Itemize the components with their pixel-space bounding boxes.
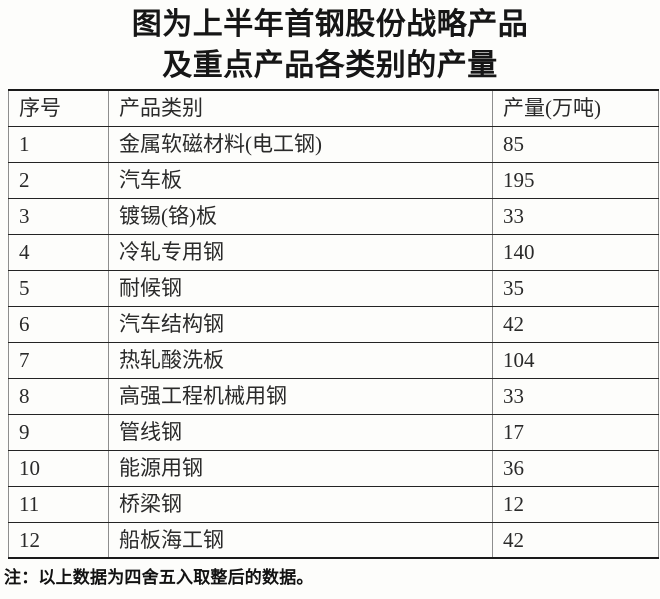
cell-output-value: 17 — [492, 413, 659, 451]
cell-product-name: 冷轧专用钢 — [108, 233, 493, 271]
cell-output-value: 140 — [492, 233, 659, 271]
cell-index: 11 — [8, 485, 109, 523]
cell-output-value: 195 — [492, 161, 659, 199]
cell-index: 8 — [8, 377, 109, 415]
cell-product-name: 桥梁钢 — [108, 485, 493, 523]
cell-index: 6 — [8, 305, 109, 343]
column-header-index: 序号 — [8, 89, 109, 127]
table-row: 1 金属软磁材料(电工钢) 85 — [8, 125, 659, 163]
cell-output-value: 104 — [492, 341, 659, 379]
cell-index: 5 — [8, 269, 109, 307]
cell-index: 9 — [8, 413, 109, 451]
cell-output-value: 42 — [492, 521, 659, 559]
cell-output-value: 33 — [492, 197, 659, 235]
cell-index: 1 — [8, 125, 109, 163]
cell-index: 12 — [8, 521, 109, 559]
table-row: 12 船板海工钢 42 — [8, 521, 659, 559]
cell-product-name: 能源用钢 — [108, 449, 493, 487]
cell-index: 4 — [8, 233, 109, 271]
cell-product-name: 耐候钢 — [108, 269, 493, 307]
table-header: 序号 产品类别 产量(万吨) — [8, 89, 659, 127]
table-row: 5 耐候钢 35 — [8, 269, 659, 307]
table-row: 7 热轧酸洗板 104 — [8, 341, 659, 379]
cell-output-value: 85 — [492, 125, 659, 163]
table-row: 4 冷轧专用钢 140 — [8, 233, 659, 271]
cell-output-value: 36 — [492, 449, 659, 487]
cell-product-name: 金属软磁材料(电工钢) — [108, 125, 493, 163]
table-row: 2 汽车板 195 — [8, 161, 659, 199]
cell-product-name: 管线钢 — [108, 413, 493, 451]
cell-product-name: 镀锡(铬)板 — [108, 197, 493, 235]
table-header-row: 序号 产品类别 产量(万吨) — [8, 89, 659, 127]
cell-product-name: 热轧酸洗板 — [108, 341, 493, 379]
cell-product-name: 汽车板 — [108, 161, 493, 199]
production-table-container: 序号 产品类别 产量(万吨) 1 金属软磁材料(电工钢) 85 2 汽车板 195 3 镀锡(… — [8, 89, 659, 559]
table-footnote: 注：以上数据为四舍五入取整后的数据。 — [4, 568, 314, 588]
cell-output-value: 12 — [492, 485, 659, 523]
table-row: 8 高强工程机械用钢 33 — [8, 377, 659, 415]
title-line-2: 及重点产品各类别的产量 — [162, 48, 498, 83]
table-row: 11 桥梁钢 12 — [8, 485, 659, 523]
cell-index: 7 — [8, 341, 109, 379]
table-row: 6 汽车结构钢 42 — [8, 305, 659, 343]
table-row: 10 能源用钢 36 — [8, 449, 659, 487]
column-header-name: 产品类别 — [108, 89, 493, 127]
table-row: 3 镀锡(铬)板 33 — [8, 197, 659, 235]
cell-output-value: 35 — [492, 269, 659, 307]
page-title: 图为上半年首钢股份战略产品 及重点产品各类别的产量 — [0, 0, 660, 86]
title-line-1: 图为上半年首钢股份战略产品 — [131, 7, 529, 42]
cell-index: 3 — [8, 197, 109, 235]
production-table: 序号 产品类别 产量(万吨) 1 金属软磁材料(电工钢) 85 2 汽车板 195 3 镀锡(… — [8, 89, 659, 559]
column-header-output: 产量(万吨) — [492, 89, 659, 127]
cell-output-value: 42 — [492, 305, 659, 343]
cell-index: 2 — [8, 161, 109, 199]
table-row: 9 管线钢 17 — [8, 413, 659, 451]
cell-output-value: 33 — [492, 377, 659, 415]
cell-product-name: 汽车结构钢 — [108, 305, 493, 343]
table-body: 1 金属软磁材料(电工钢) 85 2 汽车板 195 3 镀锡(铬)板 33 4 冷轧专用钢 140 5… — [8, 125, 659, 559]
cell-product-name: 船板海工钢 — [108, 521, 493, 559]
cell-product-name: 高强工程机械用钢 — [108, 377, 493, 415]
cell-index: 10 — [8, 449, 109, 487]
